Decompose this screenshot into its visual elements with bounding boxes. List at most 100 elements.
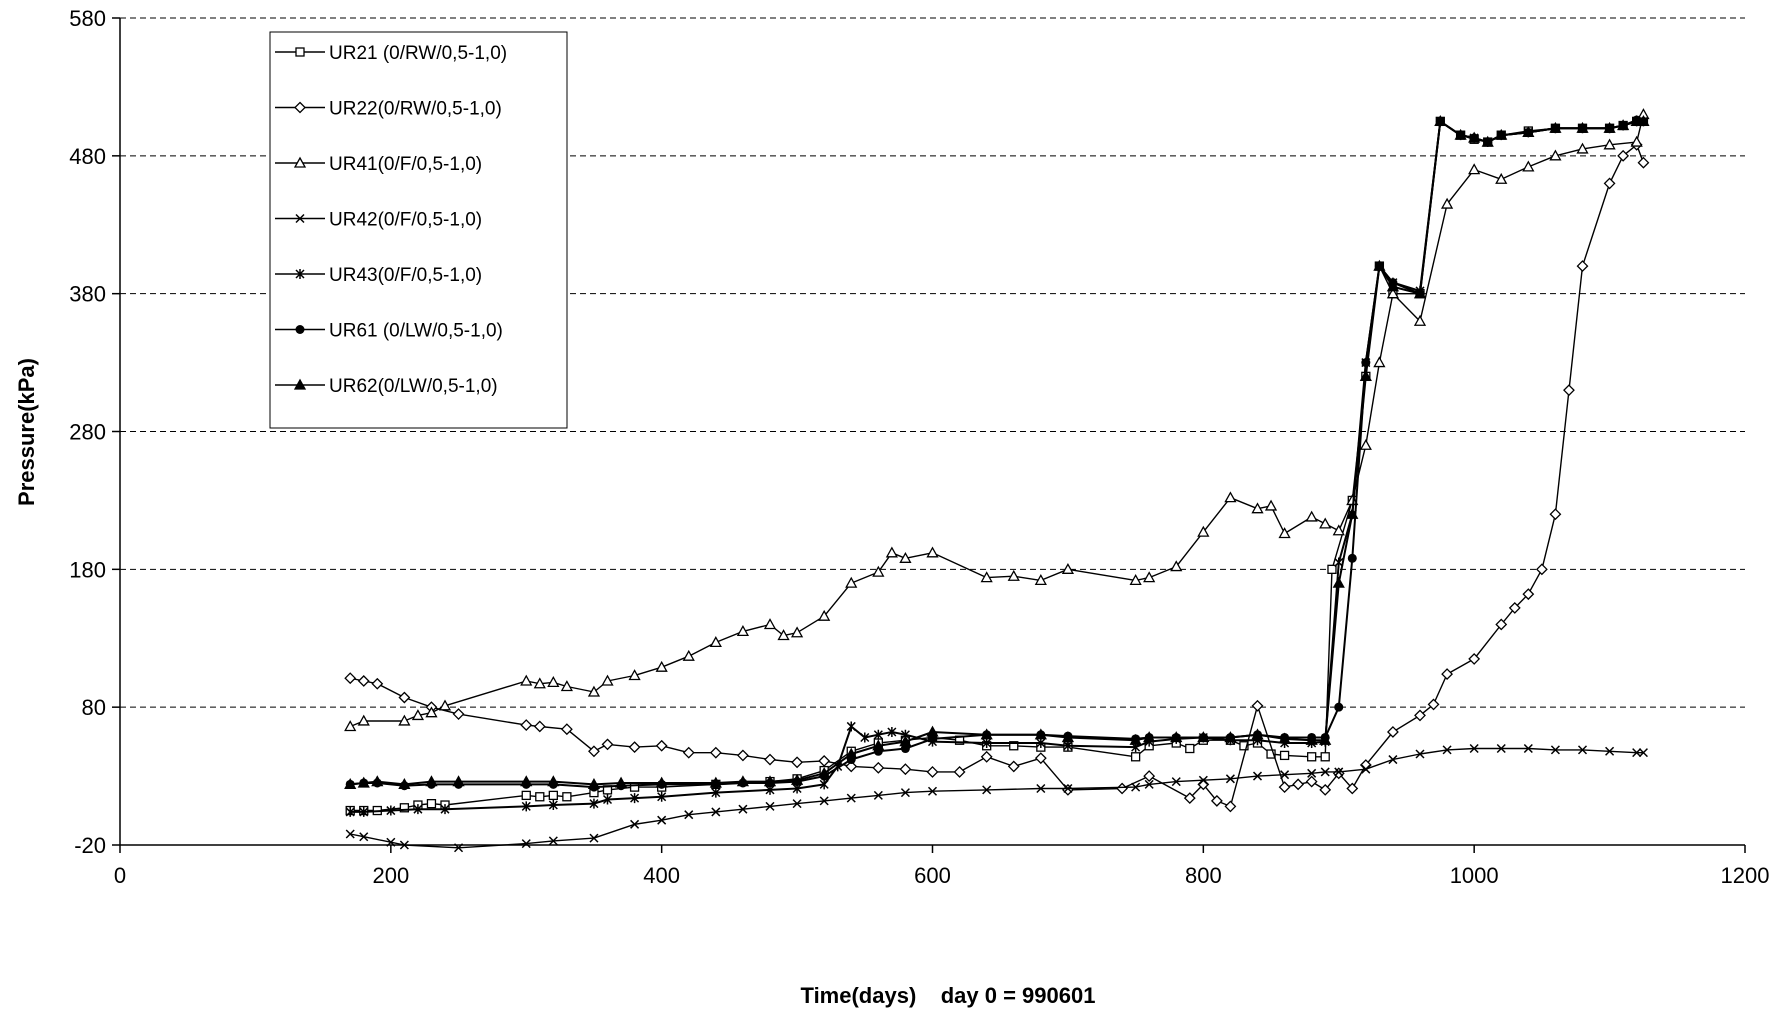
data-point (371, 775, 384, 787)
legend-item-5: UR43(0/F/0,5-1,0) (275, 265, 482, 286)
data-point (1170, 731, 1183, 743)
data-point (818, 609, 831, 621)
data-point (845, 576, 858, 588)
data-point (926, 766, 939, 778)
legend-item-6: UR61 (0/LW/0,5-1,0) (275, 321, 503, 342)
data-point (1007, 760, 1020, 773)
data-point (614, 776, 628, 788)
data-point (562, 792, 572, 802)
data-point (1224, 731, 1237, 743)
data-point (589, 833, 599, 843)
data-point (846, 721, 856, 732)
data-point (295, 213, 305, 224)
data-point (1171, 777, 1181, 787)
data-point (682, 649, 695, 661)
data-point (589, 798, 599, 809)
data-point (1170, 560, 1183, 572)
data-point (1468, 131, 1481, 143)
data-point (655, 776, 668, 788)
data-point (413, 804, 423, 815)
legend-label: UR22(0/RW/0,5-1,0) (329, 99, 502, 120)
data-point (1327, 564, 1337, 574)
x-tick-label: 200 (372, 863, 409, 888)
data-point (1361, 358, 1371, 368)
data-point (1549, 508, 1562, 521)
legend-label: UR41(0/F/0,5-1,0) (329, 154, 482, 175)
data-point (386, 837, 396, 847)
data-point (547, 775, 560, 787)
data-point (1034, 752, 1047, 765)
data-point (601, 674, 614, 686)
data-point (1638, 748, 1648, 758)
legend-label: UR21 (0/RW/0,5-1,0) (329, 43, 507, 64)
data-point (1637, 156, 1650, 169)
data-point (980, 571, 993, 583)
data-point (819, 779, 829, 790)
data-point (980, 750, 993, 763)
data-point (344, 778, 357, 790)
data-point (1427, 698, 1440, 711)
data-point (657, 791, 667, 802)
x-tick-label: 800 (1185, 863, 1222, 888)
data-point (818, 755, 831, 767)
data-point (1386, 726, 1399, 738)
data-point (711, 807, 721, 817)
data-point (1036, 738, 1046, 749)
data-point (1388, 755, 1398, 765)
data-point (1063, 783, 1073, 794)
data-point (1252, 771, 1263, 781)
data-point (521, 801, 531, 812)
data-point (295, 325, 305, 334)
legend-item-7: UR62(0/LW/0,5-1,0) (275, 376, 498, 397)
data-point (887, 726, 897, 737)
data-point (1198, 775, 1208, 785)
data-point (764, 753, 776, 766)
data-point (1603, 138, 1616, 150)
data-point (357, 714, 370, 726)
data-point (533, 720, 546, 733)
data-point (872, 761, 885, 774)
data-point (1130, 752, 1141, 762)
data-point (657, 815, 667, 825)
data-point (1197, 731, 1210, 743)
data-point (454, 843, 464, 853)
data-point (560, 680, 573, 692)
legend-label: UR43(0/F/0,5-1,0) (329, 265, 482, 286)
data-point (711, 787, 721, 798)
data-point (630, 793, 640, 804)
data-point (899, 735, 912, 747)
data-point (899, 551, 912, 563)
data-point (1332, 524, 1345, 536)
data-point (1185, 743, 1195, 754)
data-point (1603, 177, 1616, 190)
data-point (790, 626, 804, 638)
x-tick-label: 1000 (1450, 863, 1499, 888)
data-point (1116, 782, 1129, 795)
data-point (1264, 499, 1278, 511)
legend-label: UR61 (0/LW/0,5-1,0) (329, 321, 503, 342)
data-point (763, 618, 777, 630)
data-point (1197, 525, 1210, 537)
data-point (1307, 752, 1317, 762)
data-point (1061, 562, 1075, 574)
data-point (357, 776, 370, 788)
data-point (1563, 384, 1575, 397)
data-point (1468, 653, 1481, 665)
data-point (1225, 774, 1235, 784)
x-tick-label: 1200 (1721, 863, 1770, 888)
data-point (386, 805, 396, 816)
data-point (411, 709, 425, 721)
data-point (1454, 128, 1467, 140)
data-point (1630, 135, 1643, 147)
data-point (344, 720, 357, 732)
series-4 (345, 743, 1648, 853)
data-point (295, 47, 305, 57)
data-point (1320, 752, 1330, 762)
data-point (1522, 160, 1535, 172)
data-point (359, 806, 369, 817)
data-point (885, 546, 898, 558)
legend-box (269, 31, 568, 429)
data-point (1346, 507, 1359, 519)
data-point (1063, 740, 1073, 751)
